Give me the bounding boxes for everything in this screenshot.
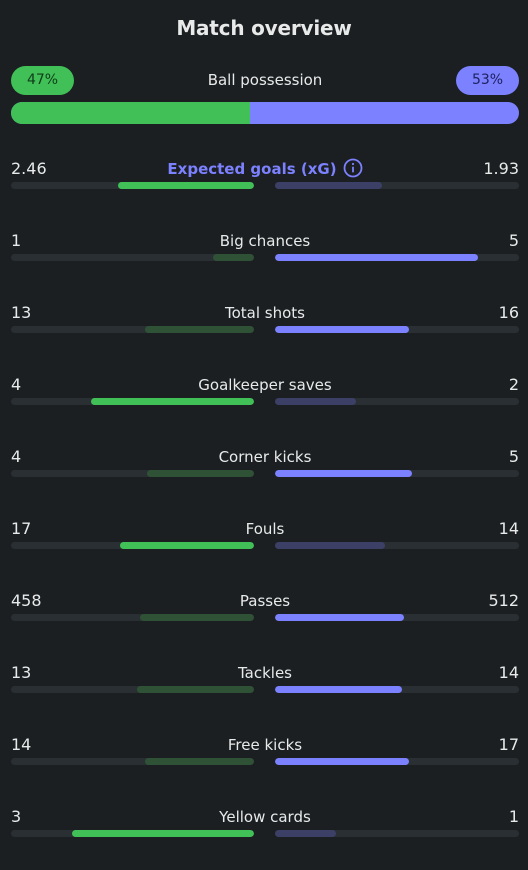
away-bar-fill [275,470,412,477]
stat-label-text: Yellow cards [219,808,311,826]
home-possession-fill [11,102,250,124]
home-value: 1 [11,231,22,250]
away-bar-track [275,830,519,837]
stat-row-free-kicks: 14 Free kicks 17 [11,734,519,774]
home-value: 13 [11,663,32,682]
home-value: 14 [11,735,32,754]
stat-label-text: Corner kicks [218,448,312,466]
stat-label: Corner kicks [11,446,519,468]
page-title: Match overview [176,16,352,40]
stat-label: Total shots [11,302,519,324]
stat-row-corner-kicks: 4 Corner kicks 5 [11,446,519,486]
stat-row-goalkeeper-saves: 4 Goalkeeper saves 2 [11,374,519,414]
home-bar-track [11,182,254,189]
away-value: 5 [508,447,519,466]
possession-header: 47% Ball possession 53% [11,66,519,95]
stat-label: Goalkeeper saves [11,374,519,396]
stat-row-passes: 458 Passes 512 [11,590,519,630]
home-bar-fill [91,398,254,405]
stat-label-text: Fouls [245,520,285,538]
home-bar-track [11,470,254,477]
stat-label: Big chances [11,230,519,252]
away-value: 512 [488,591,519,610]
home-value: 4 [11,447,22,466]
away-value: 2 [508,375,519,394]
home-value: 4 [11,375,22,394]
stat-label: Fouls [11,518,519,540]
stat-label: Tackles [11,662,519,684]
stat-label[interactable]: Expected goals (xG) [11,158,519,180]
possession-label: Ball possession [207,71,323,89]
away-bar-fill [275,398,356,405]
stat-label-text: Passes [239,592,291,610]
away-bar-track [275,182,519,189]
stat-label-text: Tackles [237,664,293,682]
home-value: 3 [11,807,22,826]
home-value: 458 [11,591,42,610]
away-possession-badge: 53% [456,66,519,95]
home-bar-track [11,758,254,765]
stat-label-text: Expected goals (xG) [167,160,337,178]
away-bar-track [275,326,519,333]
away-bar-fill [275,686,402,693]
stat-row-yellow-cards: 3 Yellow cards 1 [11,806,519,846]
away-bar-fill [275,758,410,765]
home-bar-track [11,686,254,693]
away-bar-fill [275,614,405,621]
home-bar-fill [139,614,254,621]
home-bar-fill [144,758,254,765]
away-bar-track [275,398,519,405]
away-bar-fill [275,254,478,261]
home-value: 13 [11,303,32,322]
away-value: 17 [498,735,519,754]
away-bar-track [275,542,519,549]
home-bar-track [11,830,254,837]
stat-label: Free kicks [11,734,519,756]
away-value: 16 [498,303,519,322]
stat-label-text: Total shots [225,304,305,322]
away-bar-fill [275,182,383,189]
stat-label-text: Big chances [219,232,311,250]
stat-label: Yellow cards [11,806,519,828]
home-bar-fill [71,830,254,837]
away-bar-track [275,470,519,477]
home-bar-track [11,542,254,549]
away-bar-fill [275,326,410,333]
away-value: 1 [508,807,519,826]
info-icon[interactable] [343,158,363,178]
away-value: 1.93 [483,159,519,178]
stat-row-xg: 2.46 Expected goals (xG) 1.93 [11,158,519,198]
stat-row-fouls: 17 Fouls 14 [11,518,519,558]
home-value: 17 [11,519,32,538]
home-bar-track [11,398,254,405]
home-bar-fill [137,686,254,693]
possession-bar [11,102,519,124]
away-value: 5 [508,231,519,250]
home-possession-badge: 47% [11,66,74,95]
away-bar-track [275,254,519,261]
home-bar-fill [120,542,254,549]
home-value: 2.46 [11,159,47,178]
stat-row-total-shots: 13 Total shots 16 [11,302,519,342]
home-bar-fill [144,326,254,333]
home-bar-fill [117,182,254,189]
away-bar-fill [275,542,385,549]
away-bar-track [275,686,519,693]
home-bar-fill [212,254,254,261]
away-bar-track [275,614,519,621]
stat-row-big-chances: 1 Big chances 5 [11,230,519,270]
stat-label-text: Free kicks [227,736,303,754]
home-bar-fill [147,470,254,477]
away-value: 14 [498,519,519,538]
home-bar-track [11,254,254,261]
stat-label: Passes [11,590,519,612]
stat-label-text: Goalkeeper saves [198,376,332,394]
home-bar-track [11,326,254,333]
away-bar-fill [275,830,336,837]
away-value: 14 [498,663,519,682]
home-bar-track [11,614,254,621]
away-bar-track [275,758,519,765]
stat-row-tackles: 13 Tackles 14 [11,662,519,702]
